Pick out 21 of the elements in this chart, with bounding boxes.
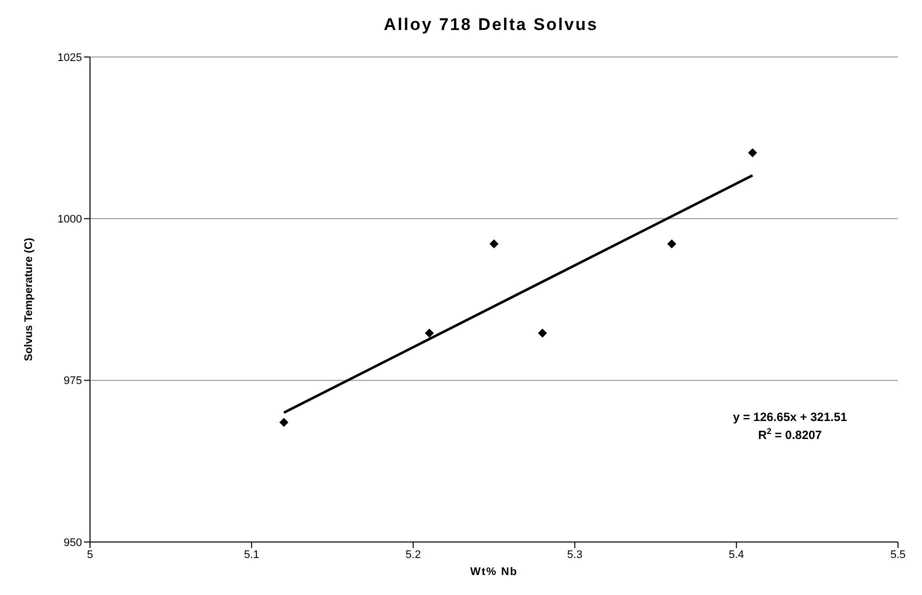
y-tick-label: 1000 [58,214,82,226]
point [279,418,288,427]
y-tick-label: 950 [64,536,82,549]
point [490,239,498,248]
chart-title: Alloy 718 Delta Solvus [384,15,598,34]
annotation: R$^{2}$ = 0.8207 [758,426,822,442]
x-tick-label: 5.4 [728,548,744,561]
x-tick-label: 5.3 [567,548,582,561]
x-axis-title: Wt% Nb [470,566,518,578]
point [667,239,676,248]
y-axis-title: Solvus Temperature (C) [22,238,35,362]
x-tick-label: 5.5 [890,548,906,561]
point [424,328,434,338]
x-tick-label: 5.1 [244,548,260,561]
y-tick-label: 1025 [58,52,82,64]
point [538,328,547,338]
x-tick-label: 5 [86,548,94,561]
annotation: y = 126.65x + 321.51 [732,410,848,424]
y-tick-label: 975 [64,375,82,388]
point [748,148,758,158]
x-tick-label: 5.2 [406,548,421,561]
